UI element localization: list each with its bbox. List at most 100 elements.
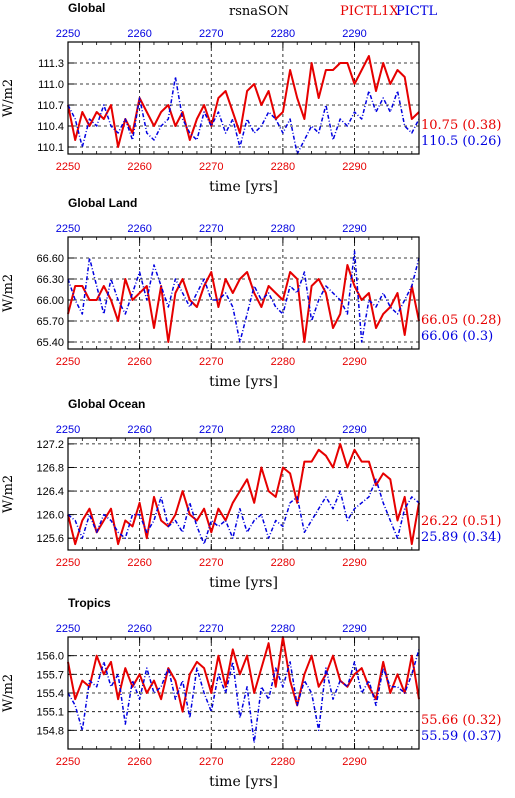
x-tick-label-top: 2250 — [56, 424, 80, 436]
series-line-pictl — [67, 250, 420, 343]
x-tick-label-top: 2270 — [199, 223, 223, 235]
header-season: SON — [258, 4, 289, 19]
x-tick-label-bottom: 2250 — [56, 557, 80, 569]
header-variable: rsna — [229, 4, 258, 19]
y-tick-label: 66.00 — [36, 295, 64, 307]
x-tick-label-top: 2260 — [127, 28, 151, 40]
x-tick-label-bottom: 2280 — [271, 756, 295, 768]
y-tick-label: 155.7 — [36, 669, 64, 681]
x-tick-label-top: 2260 — [127, 623, 151, 635]
y-tick-label: 110.7 — [37, 100, 64, 112]
x-tick-label-bottom: 2280 — [271, 356, 295, 368]
x-tick-label-bottom: 2290 — [342, 756, 366, 768]
x-tick-label-bottom: 2250 — [56, 356, 80, 368]
y-axis-label: W/m2 — [1, 475, 16, 513]
x-tick-label-bottom: 2260 — [127, 756, 151, 768]
y-tick-label: 126.8 — [36, 462, 64, 474]
x-tick-label-top: 2290 — [342, 424, 366, 436]
stat-annotation: 25.89 (0.34) — [421, 530, 501, 545]
y-tick-label: 65.40 — [36, 337, 64, 349]
x-tick-label-top: 2280 — [271, 28, 295, 40]
x-tick-label-bottom: 2260 — [127, 557, 151, 569]
x-tick-label-top: 2290 — [342, 28, 366, 40]
y-tick-label: 126.4 — [36, 486, 64, 498]
panel-title: Global Ocean — [68, 397, 145, 411]
panel-title: Global — [68, 1, 105, 15]
y-tick-label: 155.4 — [36, 688, 64, 700]
x-tick-label-bottom: 2260 — [127, 161, 151, 173]
y-tick-label: 110.1 — [37, 142, 64, 154]
x-tick-label-bottom: 2270 — [199, 356, 223, 368]
x-tick-label-bottom: 2260 — [127, 356, 151, 368]
y-tick-label: 155.1 — [36, 707, 64, 719]
series-line-pictl — [67, 478, 420, 545]
x-tick-label-bottom: 2270 — [199, 161, 223, 173]
x-tick-label-top: 2290 — [342, 623, 366, 635]
y-tick-label: 126.0 — [36, 510, 64, 522]
x-tick-label-top: 2250 — [56, 623, 80, 635]
stat-annotation: 55.66 (0.32) — [421, 713, 501, 728]
y-tick-label: 156.0 — [36, 651, 64, 663]
header-run-a: PICTL1X — [340, 4, 399, 19]
x-tick-label-top: 2250 — [56, 28, 80, 40]
x-axis-label: time [yrs] — [209, 179, 278, 195]
x-tick-label-top: 2280 — [271, 424, 295, 436]
y-tick-label: 66.30 — [36, 274, 64, 286]
x-tick-label-top: 2270 — [199, 28, 223, 40]
stat-annotation: 66.05 (0.28) — [421, 313, 501, 328]
y-tick-label: 154.8 — [36, 725, 64, 737]
panel-3: Tropics 2250 2250 2260 2260 2270 2270 2280 2280 2… — [1, 596, 501, 790]
panel-1: Global Land 2250 2250 2260 2260 2270 2270 2280 2… — [1, 196, 501, 390]
x-tick-label-bottom: 2290 — [342, 356, 366, 368]
y-tick-label: 111.3 — [38, 58, 64, 70]
stat-annotation: 66.06 (0.3) — [421, 329, 493, 344]
x-tick-label-top: 2250 — [56, 223, 80, 235]
y-axis-label: W/m2 — [1, 79, 16, 117]
x-axis-label: time [yrs] — [209, 374, 278, 390]
x-tick-label-top: 2280 — [271, 223, 295, 235]
panel-0: Global 2250 2250 2260 2260 2270 2270 2280 2280 22… — [1, 1, 501, 195]
y-tick-label: 127.2 — [36, 439, 64, 451]
y-tick-label: 66.60 — [36, 253, 64, 265]
y-tick-label: 110.4 — [37, 121, 64, 133]
x-tick-label-top: 2290 — [342, 223, 366, 235]
y-axis-label: W/m2 — [1, 274, 16, 312]
x-tick-label-top: 2260 — [127, 424, 151, 436]
x-tick-label-bottom: 2250 — [56, 161, 80, 173]
x-tick-label-bottom: 2270 — [199, 756, 223, 768]
x-tick-label-bottom: 2250 — [56, 756, 80, 768]
plot-frame — [67, 236, 420, 350]
panel-title: Tropics — [68, 596, 111, 610]
series-line-pictl — [67, 649, 420, 744]
plot-frame — [67, 636, 420, 750]
y-tick-label: 125.6 — [36, 533, 64, 545]
x-tick-label-bottom: 2270 — [199, 557, 223, 569]
x-tick-label-bottom: 2290 — [342, 557, 366, 569]
x-tick-label-top: 2280 — [271, 623, 295, 635]
stat-annotation: 26.22 (0.51) — [421, 514, 501, 529]
series-line-pictl1x — [67, 442, 420, 546]
stat-annotation: 10.75 (0.38) — [421, 118, 501, 133]
x-tick-label-top: 2270 — [199, 623, 223, 635]
x-tick-label-bottom: 2280 — [271, 557, 295, 569]
y-axis-label: W/m2 — [1, 674, 16, 712]
plot-frame — [67, 41, 420, 155]
x-tick-label-top: 2270 — [199, 424, 223, 436]
stat-annotation: 55.59 (0.37) — [421, 729, 501, 744]
series-line-pictl1x — [67, 636, 420, 713]
x-axis-label: time [yrs] — [209, 774, 278, 790]
x-tick-label-top: 2260 — [127, 223, 151, 235]
series-line-pictl1x — [67, 264, 420, 343]
panel-title: Global Land — [68, 196, 137, 210]
stat-annotation: 110.5 (0.26) — [421, 134, 501, 149]
panel-2: Global Ocean 2250 2250 2260 2260 2270 2270 2280… — [1, 397, 501, 591]
x-tick-label-bottom: 2290 — [342, 161, 366, 173]
header-run-b: PICTL — [396, 4, 438, 19]
y-tick-label: 111.0 — [38, 79, 64, 91]
x-tick-label-bottom: 2280 — [271, 161, 295, 173]
x-axis-label: time [yrs] — [209, 575, 278, 591]
series-line-pictl — [67, 76, 420, 155]
plot-frame — [67, 437, 420, 551]
y-tick-label: 65.70 — [36, 316, 64, 328]
